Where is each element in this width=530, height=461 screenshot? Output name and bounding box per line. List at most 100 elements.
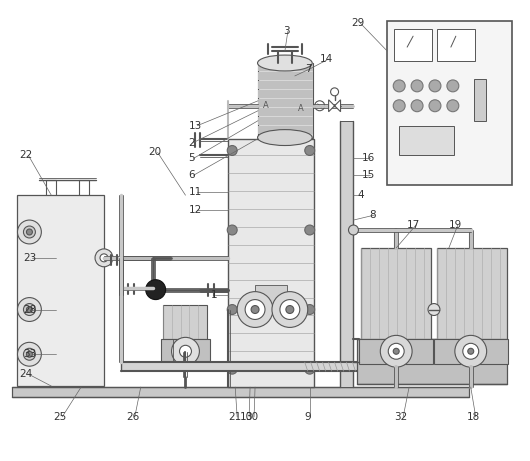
Text: 26: 26: [126, 412, 139, 422]
Text: 23: 23: [23, 253, 37, 263]
Text: 12: 12: [189, 205, 202, 215]
Circle shape: [447, 80, 459, 92]
Circle shape: [381, 335, 412, 367]
Bar: [258, 108, 313, 116]
Circle shape: [428, 303, 440, 315]
Bar: [258, 99, 313, 107]
Circle shape: [172, 337, 199, 365]
Bar: [434, 339, 508, 364]
Bar: [340, 121, 354, 387]
Text: 5: 5: [189, 154, 195, 164]
Circle shape: [26, 229, 32, 235]
Circle shape: [17, 343, 41, 366]
Text: 33: 33: [23, 349, 37, 359]
Text: A: A: [298, 104, 304, 113]
Circle shape: [17, 220, 41, 244]
Bar: [258, 117, 313, 124]
Circle shape: [245, 300, 265, 319]
Circle shape: [286, 306, 294, 313]
Circle shape: [315, 101, 325, 111]
Ellipse shape: [258, 55, 312, 71]
Circle shape: [305, 146, 315, 155]
Circle shape: [146, 280, 165, 300]
Text: 19: 19: [449, 220, 462, 230]
Bar: [258, 126, 313, 134]
Text: 25: 25: [54, 412, 67, 422]
Bar: [163, 305, 207, 339]
Circle shape: [429, 80, 441, 92]
Circle shape: [411, 100, 423, 112]
Circle shape: [468, 349, 474, 354]
Bar: [258, 63, 313, 71]
Text: 28: 28: [23, 305, 37, 314]
Ellipse shape: [258, 130, 312, 146]
Circle shape: [393, 80, 405, 92]
Text: 20: 20: [149, 148, 162, 158]
Circle shape: [23, 349, 36, 360]
Bar: [121, 362, 469, 371]
Text: 10: 10: [240, 412, 253, 422]
Text: A: A: [263, 101, 269, 110]
Bar: [437, 248, 507, 339]
Circle shape: [447, 100, 459, 112]
Bar: [361, 248, 431, 339]
Circle shape: [455, 335, 487, 367]
Circle shape: [305, 364, 315, 374]
Text: 7: 7: [305, 64, 312, 74]
Text: 18: 18: [467, 412, 480, 422]
Circle shape: [388, 343, 404, 359]
Circle shape: [227, 225, 237, 235]
Circle shape: [393, 349, 399, 354]
Circle shape: [26, 307, 32, 313]
Circle shape: [237, 292, 273, 327]
Text: 32: 32: [394, 412, 408, 422]
Text: 6: 6: [189, 170, 195, 180]
Circle shape: [26, 351, 32, 357]
Bar: [258, 63, 313, 137]
Bar: [258, 72, 313, 80]
Text: 21: 21: [228, 412, 242, 422]
Bar: [394, 29, 432, 61]
Text: 29: 29: [351, 18, 365, 28]
Circle shape: [272, 292, 308, 327]
Bar: [228, 139, 314, 387]
Text: 17: 17: [407, 220, 420, 230]
Text: 9: 9: [305, 412, 312, 422]
Text: 22: 22: [20, 150, 33, 160]
Text: 24: 24: [20, 369, 33, 379]
Circle shape: [411, 80, 423, 92]
Text: 3: 3: [283, 26, 289, 36]
Circle shape: [227, 146, 237, 155]
Bar: [474, 79, 485, 121]
Circle shape: [305, 305, 315, 314]
Circle shape: [331, 88, 339, 96]
Text: 1: 1: [210, 290, 217, 300]
Text: 8: 8: [369, 210, 376, 220]
Bar: [359, 339, 433, 364]
Circle shape: [251, 306, 259, 313]
Circle shape: [227, 305, 237, 314]
Circle shape: [463, 343, 479, 359]
Bar: [399, 126, 454, 155]
Circle shape: [180, 345, 191, 357]
Bar: [357, 339, 507, 384]
Circle shape: [100, 254, 108, 262]
Circle shape: [23, 303, 36, 315]
Text: 2: 2: [189, 137, 195, 148]
Bar: [255, 285, 287, 305]
Circle shape: [429, 100, 441, 112]
Text: 30: 30: [245, 412, 258, 422]
Text: 16: 16: [361, 154, 375, 164]
Circle shape: [349, 225, 358, 235]
Bar: [387, 21, 511, 185]
Circle shape: [95, 249, 113, 267]
Text: 11: 11: [189, 187, 202, 197]
Text: 14: 14: [320, 54, 333, 64]
Bar: [258, 81, 313, 89]
Circle shape: [393, 100, 405, 112]
Bar: [16, 195, 104, 386]
Circle shape: [280, 300, 300, 319]
Bar: [161, 339, 210, 364]
Text: 15: 15: [361, 170, 375, 180]
Circle shape: [23, 226, 36, 238]
